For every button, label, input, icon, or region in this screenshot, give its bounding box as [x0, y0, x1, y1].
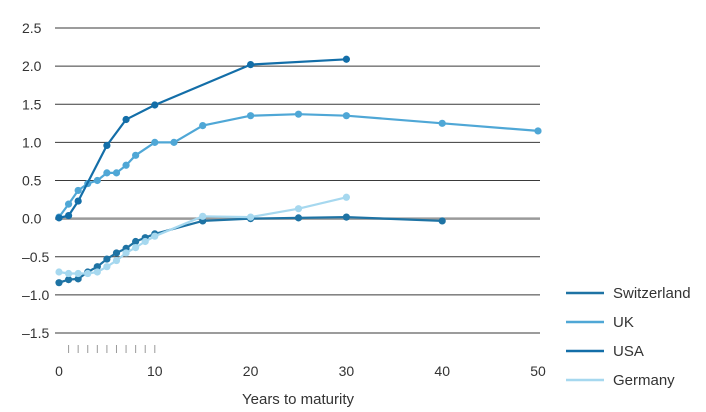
data-point — [122, 249, 130, 257]
series-switzerland — [55, 213, 446, 287]
data-point — [151, 101, 159, 109]
y-tick-label: –1.5 — [22, 325, 49, 341]
data-point — [122, 161, 130, 169]
data-point — [132, 237, 140, 246]
data-point — [170, 138, 178, 146]
x-tick-label: 20 — [243, 363, 259, 379]
data-point — [112, 169, 121, 177]
data-point — [55, 268, 63, 276]
data-point — [103, 255, 111, 263]
data-point — [55, 279, 63, 287]
y-tick-label: 0.5 — [22, 173, 42, 189]
data-point — [64, 276, 73, 284]
series-line — [58, 58, 347, 219]
legend: Switzerland UK USA Germany — [566, 285, 691, 389]
x-tick-label: 10 — [147, 363, 163, 379]
data-point — [294, 214, 303, 222]
data-point — [93, 263, 101, 271]
data-point — [74, 275, 82, 283]
data-point — [247, 112, 255, 120]
x-tick-label: 0 — [55, 363, 63, 379]
y-tick-label: 1.5 — [22, 96, 42, 112]
x-tick-label: 50 — [530, 363, 546, 379]
data-point — [93, 268, 101, 276]
data-point — [199, 122, 207, 130]
data-point — [342, 55, 350, 63]
data-point — [55, 214, 63, 222]
gridlines — [55, 27, 540, 334]
x-tick-label: 40 — [434, 363, 450, 379]
data-point — [438, 217, 446, 225]
data-point — [294, 110, 303, 118]
data-point — [247, 213, 255, 221]
data-point — [342, 193, 350, 201]
y-tick-label: 1.0 — [22, 134, 42, 150]
data-point — [247, 61, 255, 69]
y-axis-tick-labels: 2.5 2.0 1.5 1.0 0.5 0.0 –0.5 –1.0 –1.5 — [22, 20, 49, 341]
data-point — [122, 115, 130, 124]
data-point — [132, 244, 140, 252]
data-point — [112, 256, 121, 265]
y-tick-label: –0.5 — [22, 249, 49, 265]
series-line — [58, 216, 443, 284]
data-point — [74, 197, 82, 205]
data-point — [199, 212, 207, 220]
x-tick-label: 30 — [339, 363, 355, 379]
data-point — [64, 269, 73, 278]
data-point — [103, 141, 111, 150]
series-germany — [55, 193, 350, 278]
data-point — [342, 213, 350, 221]
x-axis-minor-ticks — [68, 345, 156, 353]
series-line — [58, 113, 539, 218]
data-point — [438, 119, 446, 127]
legend-label: UK — [613, 314, 634, 331]
data-point — [132, 151, 140, 159]
data-point — [74, 186, 82, 195]
data-point — [74, 269, 82, 278]
y-tick-label: –1.0 — [22, 287, 49, 303]
x-axis-tick-labels: 0 10 20 30 40 50 — [55, 363, 546, 379]
data-point — [112, 249, 121, 257]
data-point — [151, 232, 159, 240]
legend-label: USA — [613, 343, 644, 360]
data-point — [141, 237, 149, 246]
data-point — [84, 269, 92, 278]
series-usa — [55, 55, 350, 222]
data-point — [103, 263, 111, 271]
series-lines — [55, 55, 542, 287]
y-tick-label: 2.0 — [22, 58, 42, 74]
legend-label: Switzerland — [613, 285, 691, 302]
x-axis-title: Years to maturity — [242, 391, 354, 408]
series-uk — [55, 110, 542, 221]
data-point — [93, 176, 101, 185]
data-point — [64, 211, 73, 220]
data-point — [103, 169, 111, 177]
data-point — [64, 200, 73, 208]
data-point — [294, 205, 303, 213]
data-point — [342, 112, 350, 120]
data-point — [151, 138, 159, 146]
y-tick-label: 0.0 — [22, 211, 42, 227]
y-tick-label: 2.5 — [22, 20, 42, 36]
data-point — [534, 127, 542, 135]
legend-label: Germany — [613, 372, 675, 389]
